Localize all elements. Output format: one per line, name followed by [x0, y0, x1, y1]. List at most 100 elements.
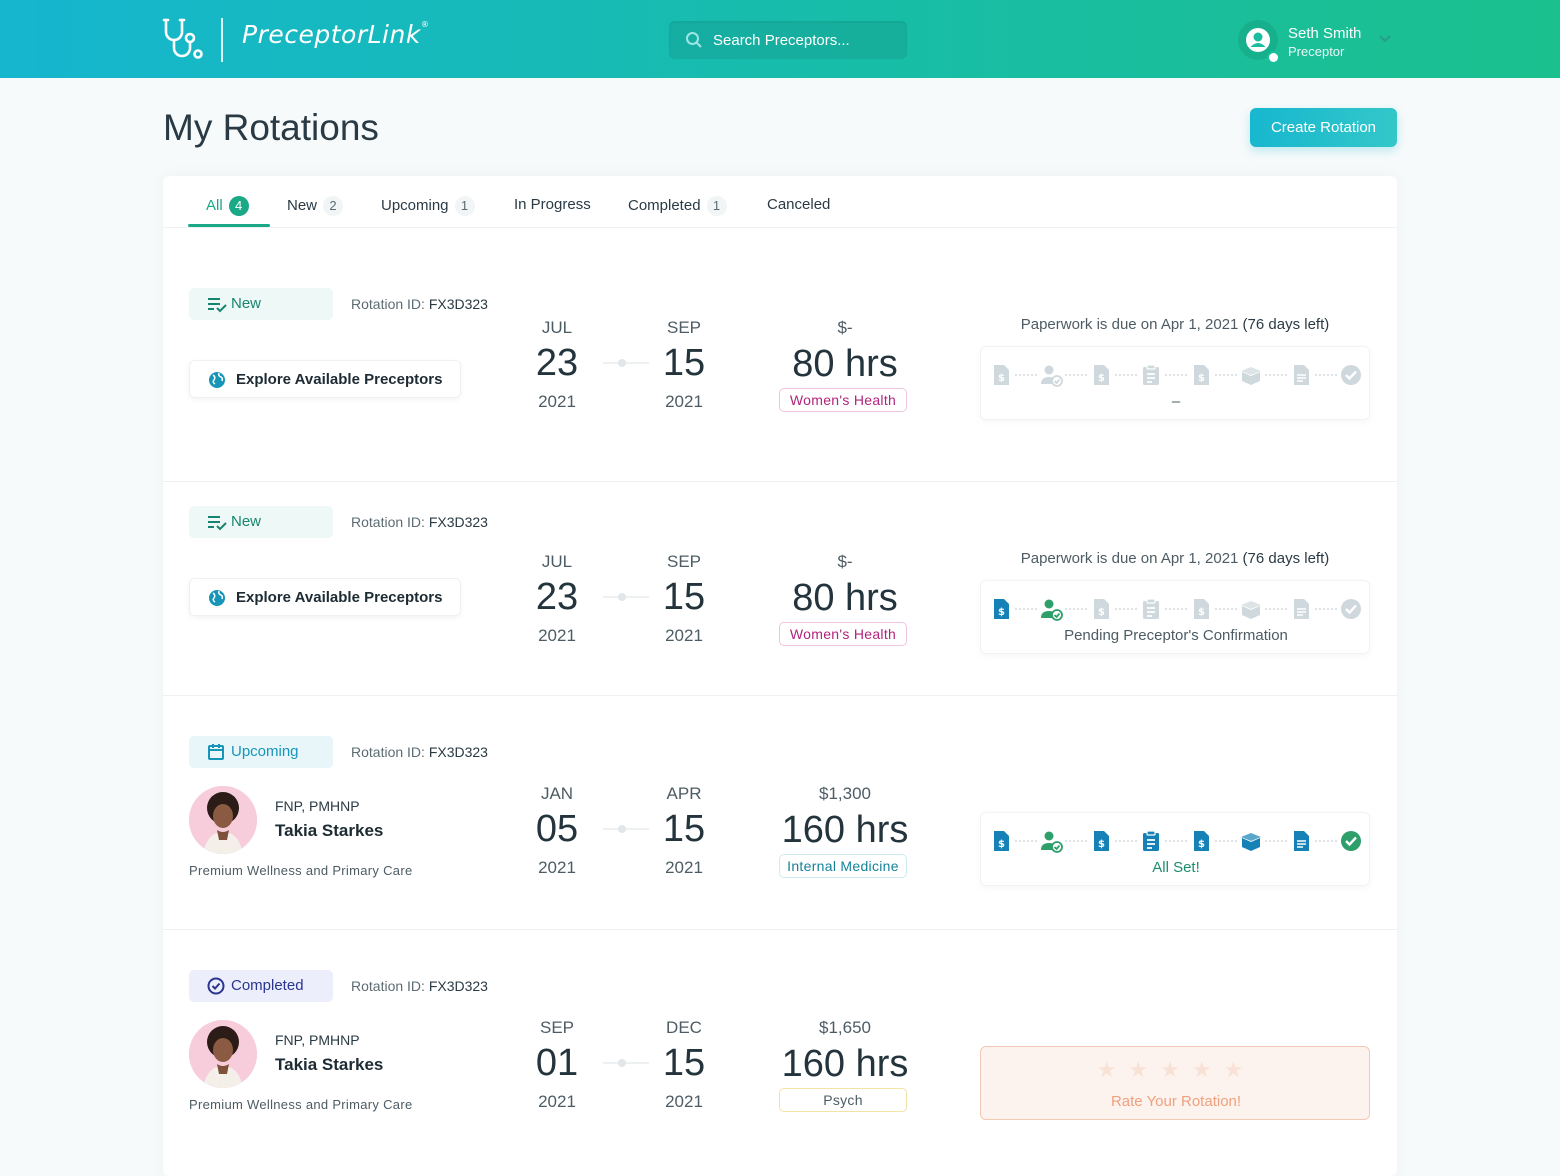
create-rotation-button[interactable]: Create Rotation [1250, 108, 1397, 147]
tab-completed[interactable]: Completed 1 [628, 196, 727, 216]
end-month: SEP [666, 552, 702, 571]
end-month: DEC [666, 1018, 702, 1037]
rotation-id: Rotation ID: FX3D323 [351, 978, 488, 994]
start-day: 01 [535, 1042, 579, 1084]
rotation-row[interactable]: Upcoming Rotation ID: FX3D323 FNP, PMHNP… [163, 696, 1397, 930]
payment-amount: $1,300 [819, 784, 871, 803]
tab-count-badge: 1 [706, 196, 727, 216]
tab-canceled[interactable]: Canceled [767, 196, 830, 213]
step-connector [1265, 374, 1287, 376]
tab-count-badge: 4 [228, 196, 249, 216]
paperwork-steps: $ $ $ [981, 597, 1371, 621]
specialty-tag: Psych [779, 1088, 907, 1112]
svg-text:$: $ [1198, 607, 1205, 618]
status-label: New [231, 513, 262, 530]
online-status-dot [1267, 51, 1280, 64]
clipboard-icon[interactable] [1139, 829, 1163, 853]
step-connector [1215, 374, 1237, 376]
user-name[interactable]: Seth Smith [1288, 25, 1362, 42]
user-avatar[interactable] [1238, 20, 1278, 60]
tab-label: New [287, 197, 318, 214]
paperwork-progress[interactable]: $ $ $ All Set! [980, 812, 1370, 886]
document-icon[interactable] [1289, 363, 1313, 387]
check-circle-icon[interactable] [1339, 597, 1363, 621]
end-day: 15 [662, 808, 706, 850]
globe-icon [209, 590, 225, 606]
start-month: JAN [540, 784, 574, 803]
paperwork-due-note: Paperwork is due on Apr 1, 2021 (76 days… [1020, 550, 1330, 567]
rotation-row[interactable]: Completed Rotation ID: FX3D323 FNP, PMHN… [163, 930, 1397, 1164]
search-icon [686, 32, 702, 48]
end-day: 15 [662, 576, 706, 618]
step-connector [1165, 374, 1187, 376]
search-box[interactable] [669, 21, 907, 59]
step-connector [1265, 608, 1287, 610]
calendar-icon [208, 744, 224, 760]
date-connector [603, 828, 649, 830]
start-month: JUL [541, 318, 573, 337]
document-icon[interactable] [1289, 597, 1313, 621]
clipboard-icon[interactable] [1139, 597, 1163, 621]
tab-new[interactable]: New 2 [287, 196, 344, 216]
open-box-icon[interactable] [1239, 363, 1263, 387]
explore-preceptors-button[interactable]: Explore Available Preceptors [189, 360, 461, 398]
invoice-doc-icon[interactable]: $ [1089, 597, 1113, 621]
explore-preceptors-button[interactable]: Explore Available Preceptors [189, 578, 461, 616]
step-connector [1065, 374, 1087, 376]
tab-upcoming[interactable]: Upcoming 1 [381, 196, 475, 216]
invoice-doc-icon[interactable]: $ [1189, 829, 1213, 853]
paperwork-status: All Set! [1152, 859, 1200, 876]
svg-text:$: $ [998, 607, 1005, 618]
invoice-doc-icon[interactable]: $ [1089, 363, 1113, 387]
preceptor-name[interactable]: Takia Starkes [275, 1055, 384, 1074]
rotation-row[interactable]: New Rotation ID: FX3D323 Explore Availab… [163, 482, 1397, 696]
invoice-doc-icon[interactable]: $ [989, 597, 1013, 621]
step-connector [1265, 840, 1287, 842]
tab-in-progress[interactable]: In Progress [514, 196, 591, 213]
start-day: 23 [535, 342, 579, 384]
step-connector [1015, 840, 1037, 842]
explore-label: Explore Available Preceptors [236, 370, 443, 388]
rate-rotation-button[interactable]: ★★★★★ Rate Your Rotation! [980, 1046, 1370, 1120]
user-check-icon[interactable] [1039, 829, 1063, 853]
rotation-row[interactable]: New Rotation ID: FX3D323 Explore Availab… [163, 248, 1397, 482]
open-box-icon[interactable] [1239, 597, 1263, 621]
tab-all[interactable]: All 4 [206, 196, 249, 216]
globe-icon [209, 372, 225, 388]
preceptor-name[interactable]: Takia Starkes [275, 821, 384, 840]
document-icon[interactable] [1289, 829, 1313, 853]
rotation-id: Rotation ID: FX3D323 [351, 744, 488, 760]
brand-name[interactable]: PreceptorLink® [242, 20, 430, 49]
open-box-icon[interactable] [1239, 829, 1263, 853]
user-check-icon[interactable] [1039, 597, 1063, 621]
date-connector-dot [618, 825, 626, 833]
star-rating-icons[interactable]: ★★★★★ [1096, 1057, 1256, 1082]
paperwork-progress[interactable]: $ $ $ – [980, 346, 1370, 420]
chevron-down-icon[interactable] [1377, 30, 1393, 46]
user-role: Preceptor [1288, 44, 1345, 59]
stethoscope-logo-icon [162, 18, 203, 59]
start-year: 2021 [538, 1092, 576, 1111]
invoice-doc-icon[interactable]: $ [989, 363, 1013, 387]
svg-text:$: $ [998, 839, 1005, 850]
invoice-doc-icon[interactable]: $ [1089, 829, 1113, 853]
start-month: SEP [539, 1018, 575, 1037]
user-check-icon[interactable] [1039, 363, 1063, 387]
invoice-doc-icon[interactable]: $ [1189, 597, 1213, 621]
search-input[interactable] [713, 21, 898, 59]
invoice-doc-icon[interactable]: $ [989, 829, 1013, 853]
paperwork-progress[interactable]: $ $ $ Pending Preceptor's Confirmation [980, 580, 1370, 654]
invoice-doc-icon[interactable]: $ [1189, 363, 1213, 387]
step-connector [1315, 374, 1337, 376]
check-circle-icon[interactable] [1339, 829, 1363, 853]
status-badge: New [189, 288, 333, 320]
preceptor-avatar[interactable] [189, 786, 257, 854]
payment-amount: $- [837, 552, 853, 571]
rotation-hours: 160 hrs [781, 809, 909, 851]
check-circle-icon[interactable] [1339, 363, 1363, 387]
preceptor-photo [189, 786, 257, 854]
preceptor-avatar[interactable] [189, 1020, 257, 1088]
end-day: 15 [662, 342, 706, 384]
clipboard-icon[interactable] [1139, 363, 1163, 387]
preceptor-photo [189, 1020, 257, 1088]
